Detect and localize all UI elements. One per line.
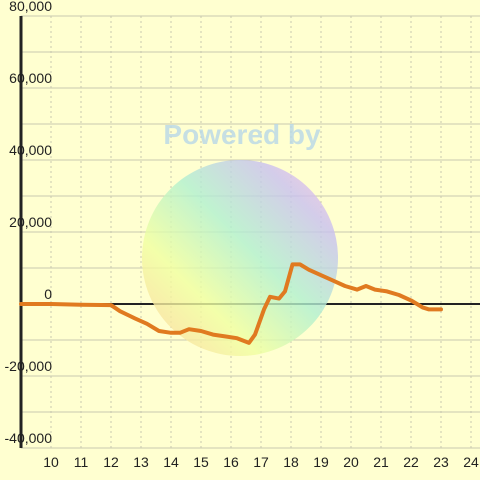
- x-tick-label: 24: [463, 454, 479, 470]
- x-tick-label: 11: [74, 454, 89, 470]
- x-tick-label: 20: [343, 454, 359, 470]
- y-tick-label: 0: [44, 286, 52, 302]
- watermark: Powered by: [163, 119, 321, 150]
- y-tick-label: 40,000: [9, 142, 52, 158]
- x-tick-label: 21: [373, 454, 389, 470]
- y-tick-label: -20,000: [5, 358, 53, 374]
- y-tick-label: 20,000: [9, 214, 52, 230]
- watermark-logo: [142, 160, 338, 356]
- x-tick-label: 12: [103, 454, 119, 470]
- x-tick-label: 19: [313, 454, 329, 470]
- x-tick-label: 23: [433, 454, 449, 470]
- x-tick-label: 13: [133, 454, 149, 470]
- y-tick-label: 60,000: [9, 70, 52, 86]
- line: [19, 262, 443, 345]
- x-tick-label: 15: [193, 454, 209, 470]
- y-tick-label: 80,000: [9, 0, 52, 14]
- x-tick-label: 16: [223, 454, 239, 470]
- x-tick-label: 17: [253, 454, 269, 470]
- x-tick-label: 22: [403, 454, 419, 470]
- y-tick-label: -40,000: [5, 430, 53, 446]
- x-tick-label: 10: [43, 454, 59, 470]
- x-tick-label: 18: [283, 454, 299, 470]
- x-tick-label: 14: [163, 454, 179, 470]
